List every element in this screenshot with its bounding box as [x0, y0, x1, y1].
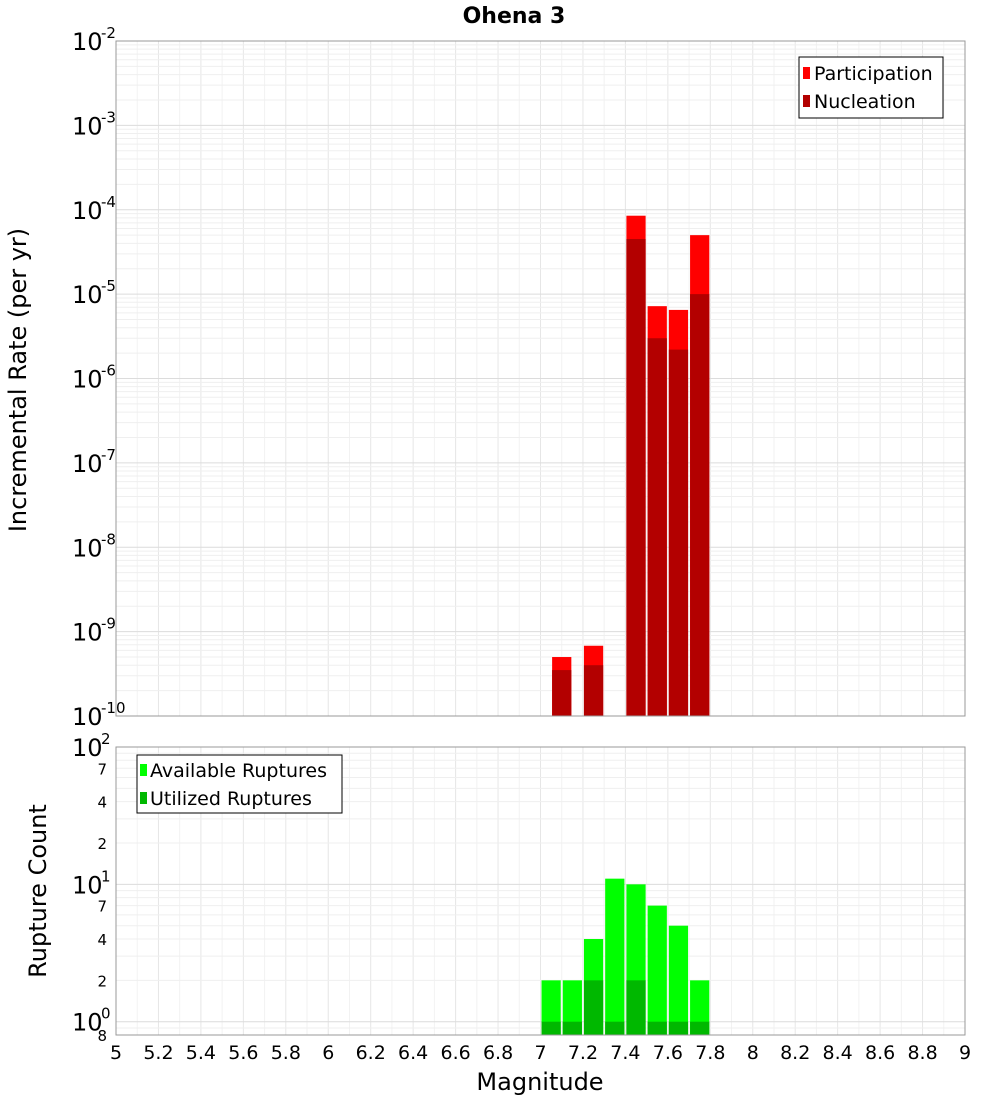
top-y-tick-exponent: -8: [101, 530, 116, 548]
utilized-ruptures-bar: [668, 1021, 689, 1035]
bottom-y-minor-tick-label: 4: [97, 794, 107, 812]
top-y-tick-label: 10: [72, 28, 103, 56]
legend-swatch-participation: [803, 67, 810, 79]
legend-swatch-utilized: [140, 792, 147, 804]
x-tick-label: 7.8: [695, 1042, 725, 1064]
nucleation-bar: [668, 349, 689, 716]
top-legend-box: [798, 56, 944, 119]
x-tick-label: 5.2: [143, 1042, 173, 1064]
x-tick-label: 7.6: [653, 1042, 683, 1064]
available-ruptures-bar: [647, 905, 667, 1035]
top-y-tick-label: 10: [72, 366, 103, 394]
bottom-y-tick-exponent: 2: [101, 730, 111, 748]
top-y-tick-label: 10: [72, 703, 103, 731]
available-ruptures-bar: [562, 980, 582, 1035]
x-tick-label: 8: [747, 1042, 759, 1064]
top-y-tick-exponent: -7: [101, 446, 116, 464]
legend-label-nucleation: Nucleation: [814, 91, 916, 113]
bottom-y-minor-tick-label: 7: [97, 898, 107, 916]
utilized-ruptures-bar: [647, 1021, 667, 1035]
x-tick-label: 6.2: [356, 1042, 386, 1064]
x-tick-label: 5.6: [228, 1042, 258, 1064]
bottom-y-axis-label: Rupture Count: [24, 804, 52, 978]
legend-swatch-available: [140, 764, 147, 776]
x-axis-label: Magnitude: [476, 1068, 603, 1096]
legend-label-available: Available Ruptures: [150, 760, 327, 782]
x-tick-label: 7.4: [610, 1042, 640, 1064]
bottom-y-tick-exponent: 0: [101, 1005, 111, 1023]
top-y-tick-label: 10: [72, 197, 103, 225]
x-tick-label: 9: [959, 1042, 971, 1064]
nucleation-bar: [626, 239, 646, 716]
x-tick-label: 8.6: [865, 1042, 895, 1064]
top-y-tick-exponent: -6: [101, 362, 116, 380]
bottom-y-tick-label: 10: [72, 734, 103, 762]
nucleation-bar: [583, 665, 604, 716]
bottom-y-minor-tick-label: 8: [97, 1027, 107, 1045]
x-tick-label: 8.2: [780, 1042, 810, 1064]
legend-label-utilized: Utilized Ruptures: [150, 788, 312, 810]
top-y-tick-exponent: -9: [101, 615, 116, 633]
utilized-ruptures-bar: [626, 980, 646, 1035]
bottom-y-minor-tick-label: 2: [97, 972, 107, 990]
utilized-ruptures-bar: [562, 1021, 582, 1035]
top-y-tick-exponent: -2: [101, 24, 116, 42]
bottom-y-minor-tick-label: 7: [97, 760, 107, 778]
bottom-legend: Available Ruptures Utilized Ruptures: [136, 754, 343, 814]
x-tick-label: 5.4: [186, 1042, 216, 1064]
nucleation-bar: [690, 294, 710, 716]
available-ruptures-bar: [690, 980, 710, 1035]
x-tick-label: 6: [322, 1042, 334, 1064]
top-grid: [115, 41, 966, 717]
utilized-ruptures-bar: [541, 1021, 561, 1035]
x-tick-label: 8.4: [823, 1042, 853, 1064]
x-tick-label: 5: [110, 1042, 122, 1064]
top-y-tick-label: 10: [72, 450, 103, 478]
top-y-tick-label: 10: [72, 619, 103, 647]
top-plot-border: [115, 40, 966, 717]
bottom-plot-border: [115, 746, 966, 1036]
available-ruptures-bar: [605, 878, 625, 1035]
top-y-tick-exponent: -5: [101, 277, 116, 295]
bottom-y-minor-tick-label: 2: [97, 835, 107, 853]
bottom-y-tick-label: 10: [72, 1009, 103, 1037]
x-ticks: 5 5.2 5.4 5.6 5.8 6 6.2 6.4 6.6 6.8 7 7.2 7.4 7.6 7.8 8…: [110, 1042, 971, 1064]
utilized-ruptures-bar: [583, 980, 604, 1035]
top-y-tick-label: 10: [72, 281, 103, 309]
bottom-bars: [541, 878, 710, 1035]
top-bars: [552, 215, 710, 717]
top-y-tick-exponent: -4: [101, 193, 116, 211]
available-ruptures-bar: [668, 925, 689, 1035]
nucleation-bar: [647, 338, 667, 716]
utilized-ruptures-bar: [690, 1021, 710, 1035]
legend-swatch-nucleation: [803, 95, 810, 107]
nucleation-bar: [552, 670, 572, 716]
x-tick-label: 8.8: [907, 1042, 937, 1064]
x-tick-label: 7.2: [568, 1042, 598, 1064]
top-y-tick-exponent: -3: [101, 108, 116, 126]
x-tick-label: 7: [534, 1042, 546, 1064]
x-tick-label: 6.6: [440, 1042, 470, 1064]
bottom-y-tick-exponent: 1: [101, 867, 111, 885]
legend-label-participation: Participation: [814, 63, 933, 85]
bottom-legend-box: [136, 754, 343, 814]
chart-title: Ohena 3: [463, 4, 566, 29]
bottom-y-minor-tick-label: 4: [97, 931, 107, 949]
bottom-y-tick-label: 10: [72, 871, 103, 899]
x-tick-label: 5.8: [271, 1042, 301, 1064]
top-y-tick-exponent: -10: [101, 699, 126, 717]
x-tick-label: 6.4: [398, 1042, 428, 1064]
top-y-tick-label: 10: [72, 112, 103, 140]
available-ruptures-bar: [541, 980, 561, 1035]
x-tick-label: 6.8: [483, 1042, 513, 1064]
top-y-tick-label: 10: [72, 534, 103, 562]
utilized-ruptures-bar: [605, 1021, 625, 1035]
top-y-axis-label: Incremental Rate (per yr): [4, 228, 32, 532]
top-legend: Participation Nucleation: [798, 56, 944, 119]
